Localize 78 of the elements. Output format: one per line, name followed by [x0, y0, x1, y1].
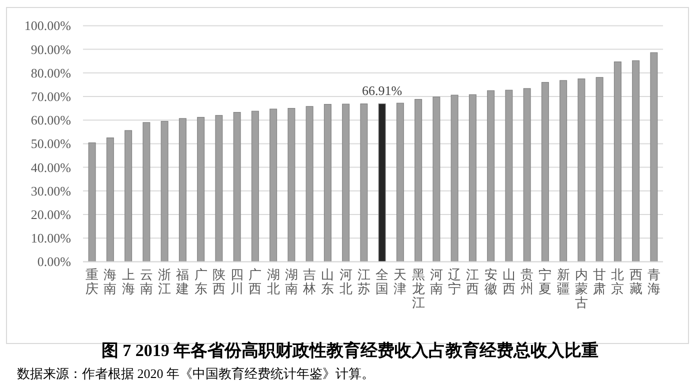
bar [523, 88, 531, 262]
bar [324, 104, 332, 262]
bar [306, 106, 314, 262]
bar [560, 80, 568, 262]
x-tick-label: 内蒙古 [574, 267, 588, 310]
y-tick-label: 20.00% [30, 207, 72, 222]
x-tick-label: 全国 [376, 267, 389, 296]
x-tick-label: 天津 [394, 267, 407, 296]
bar [124, 130, 132, 262]
x-tick-label: 安徽 [484, 267, 498, 296]
x-tick-label: 宁夏 [538, 267, 552, 296]
bar [360, 104, 368, 262]
bar [88, 142, 96, 262]
x-tick-label: 湖南 [284, 267, 298, 296]
y-tick-label: 40.00% [30, 160, 72, 175]
bar [468, 94, 476, 262]
bar [106, 138, 114, 262]
x-tick-label: 浙江 [158, 267, 172, 296]
y-tick-label: 60.00% [30, 112, 72, 128]
x-tick-label: 河南 [430, 267, 443, 296]
x-tick-label: 河北 [339, 267, 352, 296]
y-tick-label: 0.00% [37, 254, 72, 270]
x-tick-label: 山西 [502, 267, 516, 296]
bar [142, 122, 150, 262]
x-tick-label: 江苏 [357, 267, 370, 296]
y-tick-label: 70.00% [30, 89, 72, 104]
bar [650, 52, 658, 262]
x-tick-label: 青海 [647, 267, 660, 296]
x-tick-label: 新疆 [556, 267, 570, 296]
y-tick-label: 80.00% [30, 65, 72, 80]
x-tick-label: 北京 [611, 267, 624, 296]
x-tick-label: 贵州 [520, 267, 534, 296]
bar [632, 60, 640, 262]
bar [378, 103, 386, 262]
x-tick-label: 福建 [175, 267, 190, 296]
y-tick-label: 30.00% [30, 183, 72, 198]
x-tick-label: 山东 [321, 267, 334, 296]
bar [270, 108, 278, 262]
x-tick-label: 重庆 [86, 267, 99, 296]
x-tick-label: 黑龙江 [412, 267, 425, 310]
bar [342, 104, 350, 262]
bar [487, 90, 495, 262]
y-tick-label: 90.00% [30, 42, 72, 57]
data-label: 66.91% [362, 82, 402, 98]
bar [178, 118, 186, 262]
x-tick-label: 西藏 [629, 267, 642, 296]
y-tick-label: 10.00% [30, 230, 72, 246]
bar [197, 116, 205, 262]
bar [233, 112, 241, 262]
bar [414, 99, 422, 262]
x-tick-label: 广东 [194, 267, 208, 296]
x-tick-label: 陕西 [212, 267, 226, 296]
x-tick-label: 湖北 [266, 267, 280, 296]
x-tick-label: 江西 [466, 267, 480, 296]
x-tick-label: 吉林 [302, 267, 316, 296]
bar [251, 110, 259, 262]
x-tick-label: 云南 [140, 267, 153, 296]
y-tick-label: 100.00% [24, 18, 72, 34]
bar [215, 115, 223, 262]
y-tick-label: 50.00% [30, 136, 72, 152]
bar [541, 82, 549, 262]
x-tick-label: 甘肃 [593, 267, 606, 296]
bar [596, 77, 604, 262]
bar [450, 94, 458, 262]
x-tick-label: 广西 [248, 267, 262, 296]
bar [288, 108, 296, 262]
bar [578, 78, 586, 262]
x-tick-label: 上海 [122, 267, 135, 296]
x-tick-label: 海南 [104, 267, 117, 296]
source-note: 数据来源：作者根据 2020 年《中国教育经费统计年鉴》计算。 [17, 366, 374, 381]
x-tick-label: 四川 [230, 267, 244, 296]
text: 图 7 2019 年各省份高职财政性教育经费收入占教育经费总收入比重 [101, 340, 599, 360]
bar [614, 62, 622, 262]
bar [160, 120, 168, 262]
bar [396, 102, 404, 262]
bar [432, 96, 440, 262]
x-tick-label: 辽宁 [448, 267, 462, 296]
bar [505, 90, 513, 262]
